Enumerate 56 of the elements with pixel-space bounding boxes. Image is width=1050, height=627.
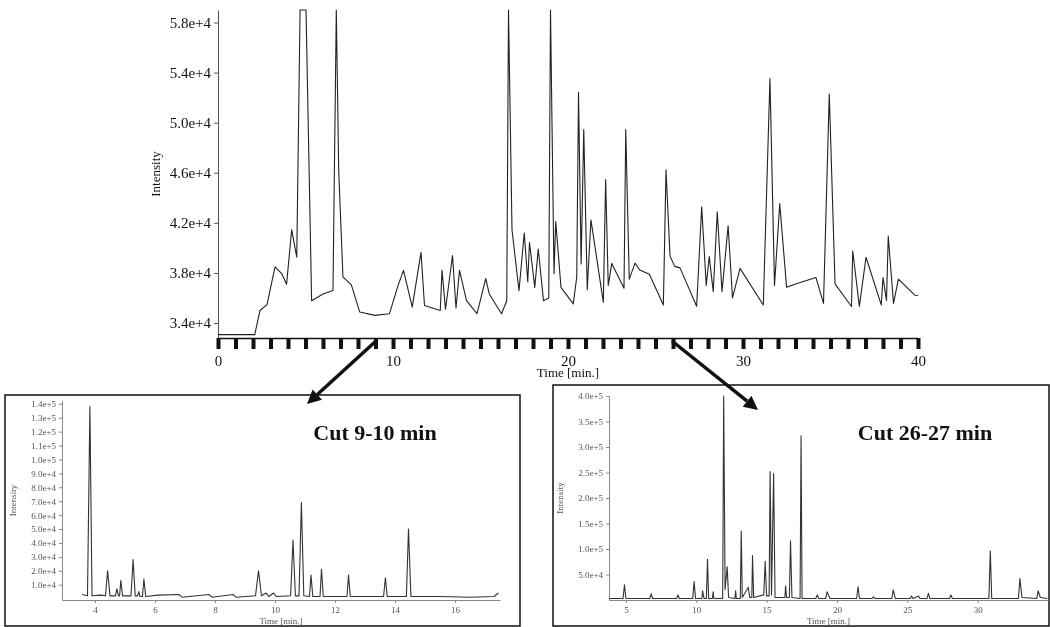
line-series: [217, 9, 919, 336]
line-series: [81, 406, 500, 598]
x-tick-label: 12: [331, 605, 340, 616]
x-tick-label: 30: [736, 352, 751, 369]
text: Cut 9-10 min: [313, 420, 437, 445]
y-tick-label: 1.2e+5: [31, 427, 57, 437]
y-tick-label: 4.0e+4: [31, 538, 57, 549]
x-tick-label: 20: [832, 605, 843, 616]
y-tick-label: 1.4e+5: [31, 399, 57, 410]
y-tick-label: 8.0e+4: [31, 482, 57, 493]
x-tick-label: 14: [391, 605, 401, 616]
x-axis-title: Time [min.]: [259, 616, 303, 626]
x-axis-title: Time [min.]: [806, 616, 851, 626]
x-tick-label: 15: [762, 605, 773, 616]
y-tick-label: 1.0e+5: [31, 454, 57, 465]
x-tick-label: 10: [386, 352, 401, 369]
line-series: [608, 395, 1048, 600]
x-tick-label: 0: [214, 352, 223, 369]
x-tick-label: 4: [93, 605, 99, 616]
y-tick-label: 2.0e+5: [578, 493, 604, 504]
x-tick-label: 10: [271, 605, 281, 616]
x-tick-label: 30: [973, 605, 984, 616]
y-tick-label: 5.8e+4: [169, 14, 212, 31]
y-tick-label: 5.0e+4: [31, 524, 57, 535]
y-tick-label: 1.5e+5: [578, 518, 604, 529]
y-tick-label: 4.6e+4: [169, 165, 212, 182]
y-tick-label: 3.0e+5: [578, 442, 604, 453]
x-tick-label: 8: [213, 605, 219, 616]
y-axis-title: Intensity: [555, 481, 565, 514]
y-tick-label: 5.4e+4: [169, 64, 212, 81]
y-tick-label: 2.5e+5: [578, 467, 604, 478]
y-tick-label: 4.2e+4: [169, 215, 212, 232]
y-tick-label: 1.1e+5: [31, 440, 57, 451]
y-tick-label: 3.0e+4: [31, 552, 57, 563]
y-tick-label: 3.5e+5: [578, 416, 604, 427]
y-tick-label: 1.0e+4: [31, 580, 57, 591]
x-tick-label: 40: [911, 352, 926, 369]
text: Cut 26-27 min: [857, 420, 993, 445]
y-tick-label: 3.8e+4: [169, 265, 212, 282]
x-tick-label: 16: [451, 605, 461, 616]
y-tick-label: 4.0e+5: [578, 391, 604, 402]
y-axis-title: Intensity: [148, 150, 163, 197]
y-tick-label: 7.0e+4: [31, 496, 57, 507]
y-tick-label: 1.3e+5: [31, 413, 57, 424]
x-tick-label: 6: [153, 605, 159, 616]
x-tick-label: 5: [624, 605, 630, 616]
y-tick-label: 5.0e+4: [169, 114, 212, 131]
y-tick-label: 5.0e+4: [578, 569, 604, 580]
y-axis-title: Intensity: [8, 484, 18, 517]
x-tick-label: 25: [903, 605, 913, 616]
y-tick-label: 3.4e+4: [169, 315, 212, 332]
y-tick-label: 2.0e+4: [31, 566, 57, 577]
x-tick-label: 10: [692, 605, 702, 616]
y-tick-label: 6.0e+4: [31, 510, 57, 521]
y-tick-label: 1.0e+5: [578, 544, 604, 555]
y-tick-label: 9.0e+4: [31, 468, 57, 479]
